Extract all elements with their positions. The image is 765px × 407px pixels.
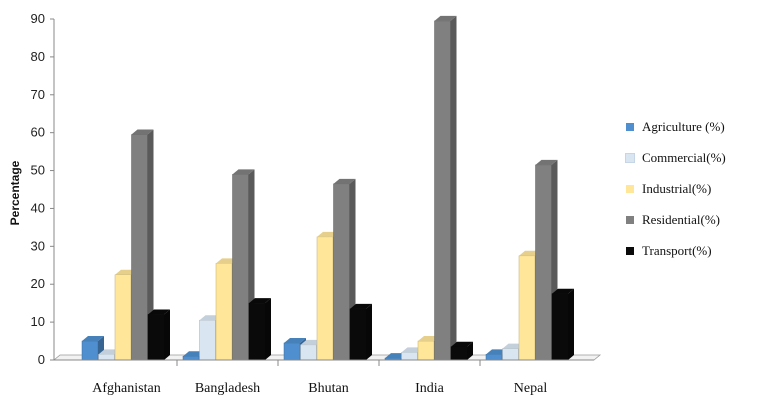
bar [551,288,574,361]
bar-top [552,288,574,294]
bar-side [366,303,372,360]
bar-front [215,263,233,361]
bar-front [434,20,451,361]
legend-item: Commercial(%) [625,149,765,167]
bar-front [232,174,249,361]
bar-front [182,355,200,361]
x-category-label: Nepal [514,381,548,396]
y-tick-label: 60 [31,125,45,140]
legend-swatch [626,123,634,131]
bars [81,15,574,361]
y-tick-label: 70 [31,87,45,102]
y-tick-label: 50 [31,163,45,178]
bar-front [518,255,536,361]
bar-front [199,319,216,361]
bar-side [568,288,574,360]
bar-top [350,303,372,309]
bar [434,15,457,361]
y-tick-label: 90 [31,11,45,26]
x-category-label: Bangladesh [195,381,260,396]
bar-front [401,352,418,361]
legend-label: Commercial(%) [642,150,726,165]
bar-front [535,164,552,361]
bar-front [417,340,435,361]
bar-front [147,314,165,361]
y-tick-label: 10 [31,314,45,329]
bar-side [467,341,473,360]
bar-front [283,342,301,361]
legend-item: Transport(%) [626,242,765,260]
legend-swatch [626,185,634,193]
bar [248,298,271,361]
legend-item: Residential(%) [626,211,765,229]
bar-top [249,298,271,304]
legend: Agriculture (%) Commercial(%) Industrial(%… [625,118,765,273]
bar-side [265,298,271,360]
legend-swatch [626,247,634,255]
bar-front [349,308,367,361]
y-tick-label: 80 [31,49,45,64]
legend-swatch [626,216,634,224]
bar-front [81,340,99,361]
y-tick-label: 0 [38,352,45,367]
legend-label: Transport(%) [642,243,712,258]
y-tick-label: 20 [31,276,45,291]
x-category-label: India [415,381,445,396]
bar [147,309,170,361]
y-axis: 0 10 20 30 40 50 60 70 80 90 [31,11,55,367]
y-tick-label: 40 [31,200,45,215]
legend-label: Residential(%) [642,212,720,227]
bar-top [131,129,154,135]
bar-top [148,309,170,315]
bar-front [333,183,350,361]
bar-side [450,15,457,361]
bar-front [485,354,503,361]
legend-label: Agriculture (%) [642,119,725,134]
y-tick-label: 30 [31,238,45,253]
bar-top [535,159,558,165]
legend-item: Industrial(%) [626,180,765,198]
legend-swatch [625,153,635,163]
bar-front [114,274,132,361]
x-category-label: Afghanistan [92,381,160,396]
bar-top [284,337,306,343]
legend-item: Agriculture (%) [626,118,765,136]
bar-top [434,15,457,21]
bar-front [300,344,317,361]
bar-front [316,236,334,361]
bar-top [232,169,255,175]
bar [349,303,372,361]
bar-side [164,309,170,360]
bar-front [98,354,115,361]
y-axis-title: Percentage [8,160,22,225]
bar [450,341,473,361]
bar [131,129,154,361]
x-category-label: Bhutan [308,381,348,396]
bar-top [82,336,104,342]
bar-front [248,302,266,361]
bar-front [551,293,569,361]
bar-top [451,341,473,347]
bar-side [147,129,154,360]
bar-front [131,134,148,361]
bar-front [450,346,468,361]
bar-front [502,348,519,361]
legend-label: Industrial(%) [642,181,712,196]
x-axis: Afghanistan Bangladesh Bhutan India Nepal [54,359,594,396]
bar-top [333,178,356,184]
